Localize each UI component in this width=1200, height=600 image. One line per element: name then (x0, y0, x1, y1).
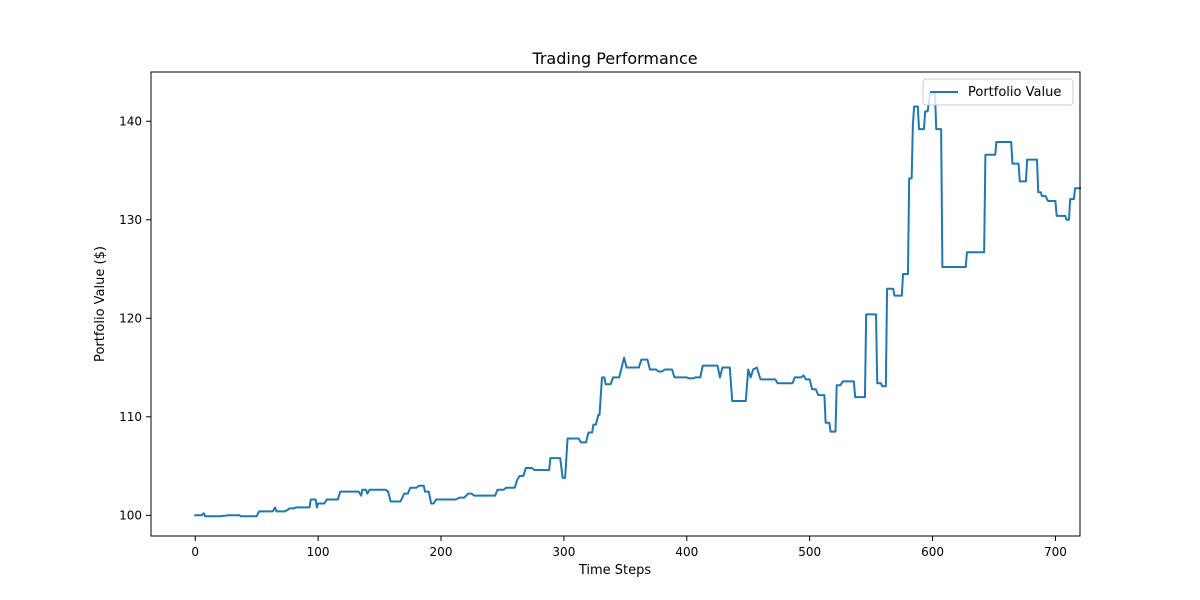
y-tick-label: 100 (119, 508, 142, 522)
axes-frame (150, 71, 1081, 537)
y-tick-label: 140 (119, 114, 142, 128)
x-tick-label: 300 (552, 545, 575, 559)
x-tick-label: 400 (675, 545, 698, 559)
legend: Portfolio Value (922, 78, 1074, 106)
x-tick-label: 700 (1044, 545, 1067, 559)
y-tick-label: 120 (119, 311, 142, 325)
y-axis-label: Portfolio Value ($) (93, 246, 108, 362)
x-tick-label: 0 (191, 545, 199, 559)
x-axis: 0 100 200 300 400 500 600 700 (191, 536, 1067, 559)
chart-title: Trading Performance (531, 49, 697, 68)
legend-box (922, 78, 1074, 106)
legend-entry-portfolio-value: Portfolio Value (968, 85, 1061, 100)
x-tick-label: 600 (921, 545, 944, 559)
x-axis-label: Time Steps (578, 563, 652, 578)
y-tick-label: 110 (119, 410, 142, 424)
y-axis: 100 110 120 130 140 (119, 114, 151, 522)
x-tick-label: 500 (798, 545, 821, 559)
y-tick-label: 130 (119, 213, 142, 227)
x-tick-label: 200 (430, 545, 453, 559)
x-tick-label: 100 (307, 545, 330, 559)
